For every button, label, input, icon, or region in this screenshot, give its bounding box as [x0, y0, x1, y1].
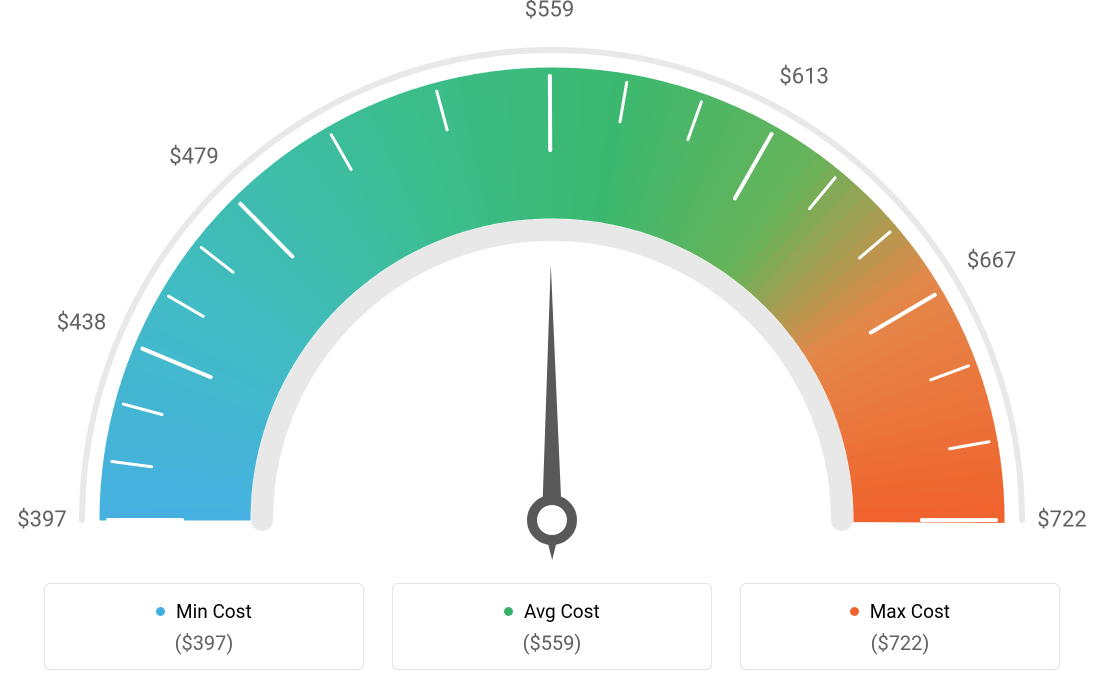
- gauge-tick-label: $667: [967, 249, 1016, 274]
- dot-icon: [850, 607, 859, 616]
- gauge-tick-label: $559: [525, 0, 574, 23]
- legend-max-title: Max Cost: [751, 600, 1049, 623]
- gauge-tick-label: $613: [779, 64, 828, 89]
- gauge-tick-label: $722: [1037, 508, 1086, 533]
- legend-max-label: Max Cost: [870, 600, 950, 623]
- cost-gauge: $397 $438 $479 $559 $613 $667 $722: [0, 0, 1104, 560]
- gauge-tick-label: $397: [17, 508, 66, 533]
- legend-row: Min Cost ($397) Avg Cost ($559) Max Cost…: [0, 583, 1104, 670]
- dot-icon: [156, 607, 165, 616]
- legend-min-title: Min Cost: [55, 600, 353, 623]
- legend-card-avg: Avg Cost ($559): [392, 583, 712, 670]
- gauge-svg: [0, 0, 1104, 560]
- legend-avg-label: Avg Cost: [524, 600, 600, 623]
- gauge-tick-label: $438: [57, 311, 106, 336]
- legend-card-max: Max Cost ($722): [740, 583, 1060, 670]
- legend-card-min: Min Cost ($397): [44, 583, 364, 670]
- gauge-tick-label: $479: [169, 144, 218, 169]
- legend-min-label: Min Cost: [176, 600, 252, 623]
- dot-icon: [504, 607, 513, 616]
- legend-avg-title: Avg Cost: [403, 600, 701, 623]
- legend-max-value: ($722): [751, 631, 1049, 655]
- legend-min-value: ($397): [55, 631, 353, 655]
- legend-avg-value: ($559): [403, 631, 701, 655]
